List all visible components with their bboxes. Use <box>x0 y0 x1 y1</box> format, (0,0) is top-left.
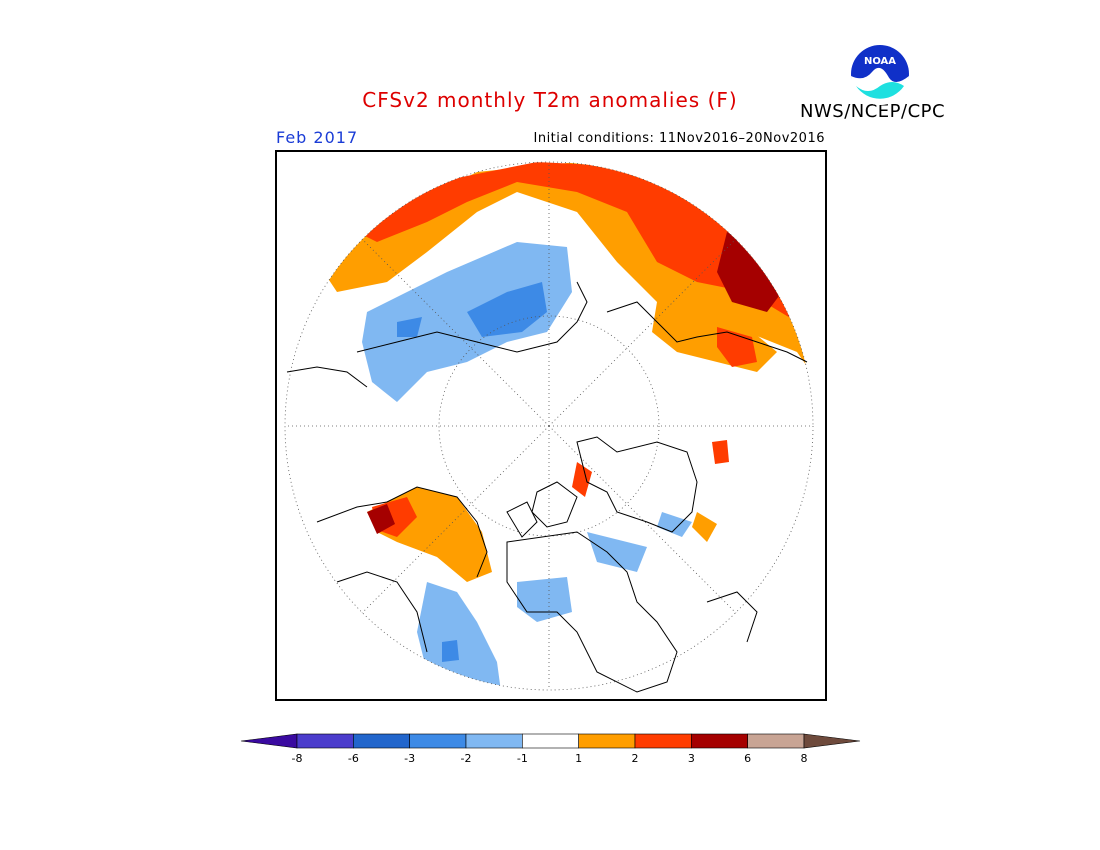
very-warm-anomaly-region-west <box>367 504 395 534</box>
colorbar-bin <box>465 733 523 749</box>
colorbar-bin <box>296 733 354 749</box>
strong-warm-anomaly-region-east <box>717 327 757 367</box>
colorbar-tick-label: -8 <box>291 752 303 765</box>
colorbar-tick-label: -1 <box>516 752 528 765</box>
colorbar-tick-label: 1 <box>575 752 583 765</box>
colorbar-bin <box>409 733 467 749</box>
warm-spot-east <box>712 440 729 464</box>
colorbar-tick-label: 3 <box>687 752 695 765</box>
colorbar-tick-label: 2 <box>631 752 639 765</box>
forecast-month: Feb 2017 <box>276 128 359 147</box>
colorbar-tick-label: -3 <box>404 752 416 765</box>
moderate-cool-patch-southwest <box>442 640 459 662</box>
initial-conditions-label: Initial conditions: 11Nov2016–20Nov2016 <box>533 131 825 146</box>
cool-spot-east <box>657 512 692 537</box>
colorbar-bin <box>747 733 805 749</box>
map-panel <box>275 150 827 701</box>
colorbar-bin <box>240 733 298 749</box>
chart-title: CFSv2 monthly T2m anomalies (F) <box>362 88 738 112</box>
coastlines <box>286 281 808 693</box>
cool-anomaly-region-north <box>362 242 572 402</box>
colorbar-bin <box>691 733 748 749</box>
warm-spot-southeast <box>692 512 717 542</box>
colorbar <box>240 733 861 749</box>
agency-label: NWS/NCEP/CPC <box>800 101 946 122</box>
moderate-cool-patch-west <box>397 317 422 337</box>
colorbar-bin <box>803 733 861 749</box>
logo-text: NOAA <box>864 56 896 67</box>
colorbar-tick-label: 8 <box>800 752 808 765</box>
colorbar-bin <box>578 733 636 749</box>
cool-anomaly-patch-center <box>517 577 572 622</box>
warm-spot-greenland <box>572 462 592 497</box>
colorbar-bin <box>353 733 410 749</box>
noaa-logo: NOAA <box>849 43 911 105</box>
colorbar-tick-label: -2 <box>460 752 472 765</box>
polar-anomaly-map <box>284 161 814 693</box>
colorbar-bin <box>634 733 692 749</box>
colorbar-tick-label: -6 <box>347 752 359 765</box>
cool-anomaly-patch-hudson <box>587 532 647 572</box>
colorbar-tick-label: 6 <box>744 752 752 765</box>
colorbar-bin <box>522 733 579 749</box>
moderate-cool-anomaly-region-north <box>467 282 547 337</box>
